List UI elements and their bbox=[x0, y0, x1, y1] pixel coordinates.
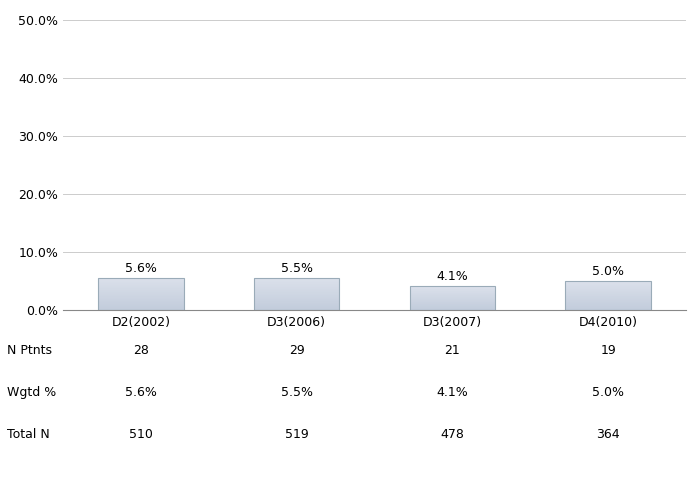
Bar bbox=[98, 280, 183, 281]
Bar bbox=[98, 284, 183, 285]
Bar bbox=[98, 306, 183, 307]
Bar bbox=[98, 286, 183, 288]
Text: 5.6%: 5.6% bbox=[125, 262, 157, 274]
Bar bbox=[254, 282, 340, 283]
Text: 519: 519 bbox=[285, 428, 309, 442]
Bar bbox=[98, 296, 183, 297]
Text: 5.5%: 5.5% bbox=[281, 262, 313, 275]
Bar bbox=[98, 288, 183, 289]
Text: 28: 28 bbox=[133, 344, 149, 356]
Bar bbox=[254, 288, 340, 290]
Bar bbox=[254, 306, 340, 307]
Bar bbox=[98, 295, 183, 296]
Bar bbox=[98, 279, 183, 280]
Text: 5.5%: 5.5% bbox=[281, 386, 313, 399]
Bar bbox=[254, 297, 340, 298]
Bar bbox=[98, 285, 183, 286]
Bar bbox=[254, 309, 340, 310]
Bar bbox=[98, 282, 183, 283]
Bar bbox=[254, 301, 340, 302]
Text: 19: 19 bbox=[601, 344, 616, 356]
Bar bbox=[254, 287, 340, 288]
Bar bbox=[254, 283, 340, 284]
Text: Total N: Total N bbox=[7, 428, 50, 442]
Bar bbox=[254, 286, 340, 287]
Bar bbox=[410, 286, 495, 310]
Bar bbox=[98, 301, 183, 302]
Bar bbox=[254, 294, 340, 295]
Bar bbox=[98, 297, 183, 298]
Bar bbox=[98, 305, 183, 306]
Bar bbox=[254, 280, 340, 281]
Bar bbox=[98, 290, 183, 291]
Bar bbox=[254, 300, 340, 301]
Bar bbox=[98, 309, 183, 310]
Text: Wgtd %: Wgtd % bbox=[7, 386, 56, 399]
Bar bbox=[98, 278, 183, 310]
Bar bbox=[254, 285, 340, 286]
Bar bbox=[98, 292, 183, 293]
Bar bbox=[254, 296, 340, 297]
Bar bbox=[98, 289, 183, 290]
Bar bbox=[254, 292, 340, 293]
Text: 364: 364 bbox=[596, 428, 620, 442]
Bar bbox=[254, 291, 340, 292]
Bar bbox=[254, 298, 340, 299]
Bar bbox=[98, 299, 183, 300]
Bar bbox=[254, 302, 340, 303]
Text: 4.1%: 4.1% bbox=[437, 386, 468, 399]
Text: N Ptnts: N Ptnts bbox=[7, 344, 52, 356]
Bar bbox=[254, 284, 340, 285]
Bar bbox=[254, 295, 340, 296]
Text: 5.6%: 5.6% bbox=[125, 386, 157, 399]
Bar bbox=[98, 304, 183, 305]
Bar bbox=[254, 305, 340, 306]
Bar bbox=[254, 278, 340, 279]
Bar bbox=[98, 291, 183, 292]
Text: 478: 478 bbox=[440, 428, 464, 442]
Bar bbox=[254, 308, 340, 309]
Bar bbox=[98, 303, 183, 304]
Bar bbox=[254, 278, 340, 310]
Bar bbox=[98, 300, 183, 301]
Bar bbox=[254, 307, 340, 308]
Bar bbox=[98, 308, 183, 309]
Text: 5.0%: 5.0% bbox=[592, 265, 624, 278]
Bar bbox=[98, 283, 183, 284]
Bar bbox=[254, 290, 340, 291]
Bar bbox=[98, 293, 183, 294]
Bar bbox=[254, 293, 340, 294]
Bar bbox=[254, 304, 340, 305]
Bar bbox=[98, 307, 183, 308]
Bar bbox=[98, 302, 183, 303]
Bar bbox=[254, 279, 340, 280]
Bar bbox=[98, 294, 183, 295]
Bar bbox=[254, 303, 340, 304]
Bar bbox=[254, 299, 340, 300]
Text: 29: 29 bbox=[288, 344, 304, 356]
Bar bbox=[98, 278, 183, 279]
Text: 510: 510 bbox=[129, 428, 153, 442]
Text: 21: 21 bbox=[444, 344, 461, 356]
Text: 4.1%: 4.1% bbox=[437, 270, 468, 283]
Bar bbox=[566, 281, 651, 310]
Text: 5.0%: 5.0% bbox=[592, 386, 624, 399]
Bar bbox=[98, 298, 183, 299]
